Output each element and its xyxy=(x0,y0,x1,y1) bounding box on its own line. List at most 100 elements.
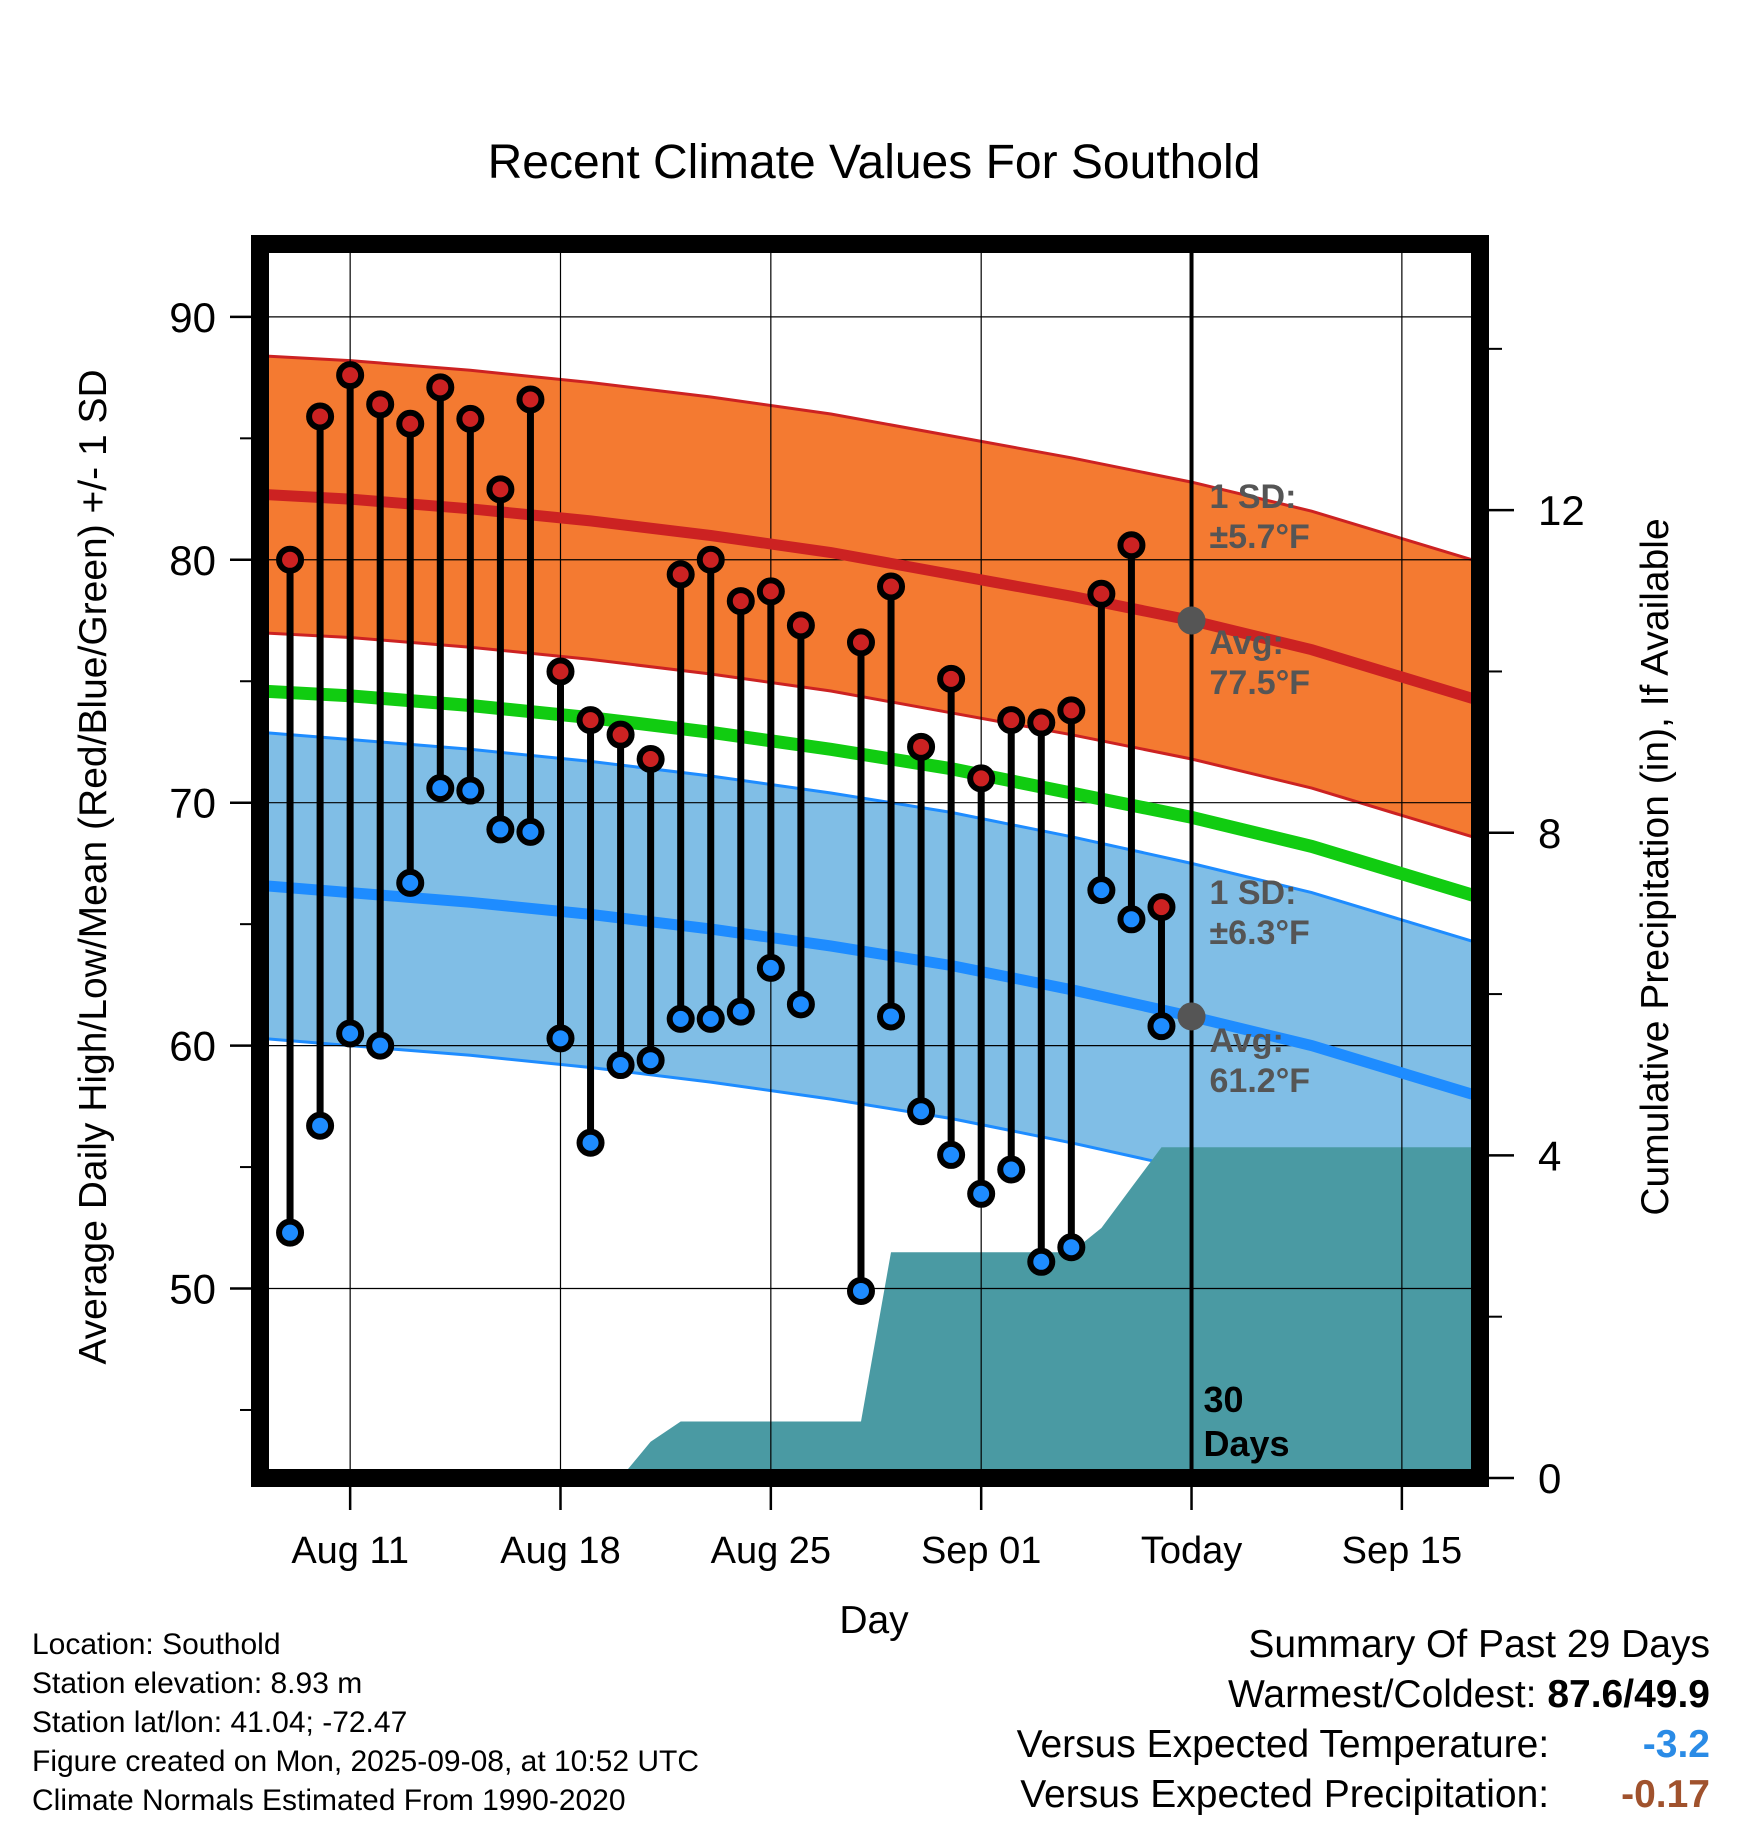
daily-high-point xyxy=(1147,893,1176,922)
y-tick-label: 60 xyxy=(169,1023,216,1070)
normals-text: Climate Normals Estimated From 1990-2020 xyxy=(32,1784,626,1817)
mean-normal-line xyxy=(260,684,1480,904)
x-tick-label: Today xyxy=(1141,1530,1242,1572)
daily-low-point xyxy=(366,1031,395,1060)
daily-high-point xyxy=(426,373,455,402)
plot-area: 1 SD: ±5.7°F Avg: 77.5°F 1 SD: ±6.3°F Avg: 61.2… xyxy=(169,235,1585,1572)
daily-high-point xyxy=(696,545,725,574)
low-sd-band xyxy=(260,732,1480,1250)
daily-high-point xyxy=(907,732,936,761)
daily-low-point xyxy=(756,953,785,982)
high-sd-label: 1 SD: ±5.7°F xyxy=(1210,478,1310,556)
x-tick-label: Aug 25 xyxy=(711,1530,831,1572)
summary-panel: Summary Of Past 29 Days Warmest/Coldest:… xyxy=(1017,1620,1710,1820)
plot-frame xyxy=(251,235,1489,1487)
daily-low-point xyxy=(846,1276,875,1305)
daily-high-point xyxy=(1087,579,1116,608)
low-sd-upper-line xyxy=(259,730,1481,946)
daily-high-point xyxy=(967,764,996,793)
location-text: Location: Southold xyxy=(32,1628,281,1661)
daily-high-point xyxy=(1057,696,1086,725)
daily-high-point xyxy=(636,744,665,773)
created-text: Figure created on Mon, 2025-09-08, at 10… xyxy=(32,1745,700,1778)
y-tick-label: 50 xyxy=(169,1266,216,1313)
y-tick-label: 80 xyxy=(169,537,216,584)
elevation-text: Station elevation: 8.93 m xyxy=(32,1667,363,1700)
daily-low-point xyxy=(426,774,455,803)
daily-low-point xyxy=(967,1179,996,1208)
daily-low-point xyxy=(726,997,755,1026)
daily-low-point xyxy=(546,1024,575,1053)
x-axis-label: Day xyxy=(839,1599,909,1642)
daily-high-point xyxy=(877,572,906,601)
temp-value: -3.2 xyxy=(1642,1723,1710,1766)
daily-high-point xyxy=(306,402,335,431)
daily-low-point xyxy=(456,776,485,805)
y-tick-label: 70 xyxy=(169,780,216,827)
daily-low-point xyxy=(1087,876,1116,905)
high-sd-band xyxy=(260,355,1480,840)
daily-low-point xyxy=(1147,1012,1176,1041)
precip-area xyxy=(260,1147,1480,1478)
daily-low-point xyxy=(396,868,425,897)
daily-high-point xyxy=(666,560,695,589)
low-avg-label: Avg: 61.2°F xyxy=(1210,1022,1311,1100)
precip-value: -0.17 xyxy=(1621,1773,1710,1816)
temp-row: Versus Expected Temperature: -3.2 xyxy=(1017,1720,1710,1770)
low-sd-label: 1 SD: ±6.3°F xyxy=(1210,874,1310,952)
warm-cold-value: 87.6/49.9 xyxy=(1547,1673,1710,1716)
y2-tick-label: 4 xyxy=(1538,1132,1561,1179)
daily-high-point xyxy=(726,587,755,616)
daily-high-point xyxy=(1027,708,1056,737)
y-axis-label: Average Daily High/Low/Mean (Red/Blue/Gr… xyxy=(72,369,115,1364)
daily-low-point xyxy=(306,1111,335,1140)
daily-high-point xyxy=(366,390,395,419)
days-window-label: 30 Days xyxy=(1204,1379,1290,1464)
daily-high-point xyxy=(846,628,875,657)
chart-title: Recent Climate Values For Southold xyxy=(488,136,1261,189)
x-tick-label: Sep 01 xyxy=(921,1530,1041,1572)
temp-label: Versus Expected Temperature: xyxy=(1016,1723,1550,1766)
daily-high-point xyxy=(786,611,815,640)
latlon-text: Station lat/lon: 41.04; -72.47 xyxy=(32,1706,408,1739)
daily-low-point xyxy=(1027,1247,1056,1276)
station-info: Location: Southold Station elevation: 8.… xyxy=(32,1625,699,1820)
precip-row: Versus Expected Precipitation: -0.17 xyxy=(1017,1770,1710,1820)
low-normal-line xyxy=(260,879,1480,1102)
daily-high-point xyxy=(486,475,515,504)
daily-high-point xyxy=(546,657,575,686)
summary-title: Summary Of Past 29 Days xyxy=(1248,1623,1710,1666)
daily-high-point xyxy=(756,577,785,606)
daily-high-point xyxy=(276,545,305,574)
high-normal-line xyxy=(260,488,1480,706)
daily-low-point xyxy=(997,1155,1026,1184)
daily-low-point xyxy=(786,990,815,1019)
today-low-avg-marker xyxy=(1177,1002,1206,1031)
daily-low-point xyxy=(877,1002,906,1031)
today-high-avg-marker xyxy=(1177,606,1206,635)
high-sd-lower-line xyxy=(259,631,1481,841)
daily-high-point xyxy=(937,664,966,693)
daily-low-point xyxy=(636,1046,665,1075)
daily-low-point xyxy=(276,1218,305,1247)
x-tick-label: Sep 15 xyxy=(1342,1530,1462,1572)
daily-low-point xyxy=(937,1140,966,1169)
high-avg-label: Avg: 77.5°F xyxy=(1210,624,1311,702)
warm-cold-row: Warmest/Coldest: 87.6/49.9 xyxy=(1017,1670,1710,1720)
daily-high-point xyxy=(1117,531,1146,560)
y2-axis-label: Cumulative Precipitation (in), If Availa… xyxy=(1634,518,1677,1215)
high-sd-upper-line xyxy=(259,354,1481,564)
daily-low-point xyxy=(486,815,515,844)
daily-low-point xyxy=(1057,1233,1086,1262)
y2-tick-label: 0 xyxy=(1538,1455,1561,1502)
daily-low-point xyxy=(696,1004,725,1033)
daily-low-point xyxy=(666,1004,695,1033)
daily-low-point xyxy=(576,1128,605,1157)
daily-high-point xyxy=(516,385,545,414)
daily-low-point xyxy=(516,817,545,846)
daily-low-point xyxy=(907,1097,936,1126)
daily-high-point xyxy=(606,720,635,749)
daily-low-point xyxy=(336,1019,365,1048)
y-tick-label: 90 xyxy=(169,294,216,341)
